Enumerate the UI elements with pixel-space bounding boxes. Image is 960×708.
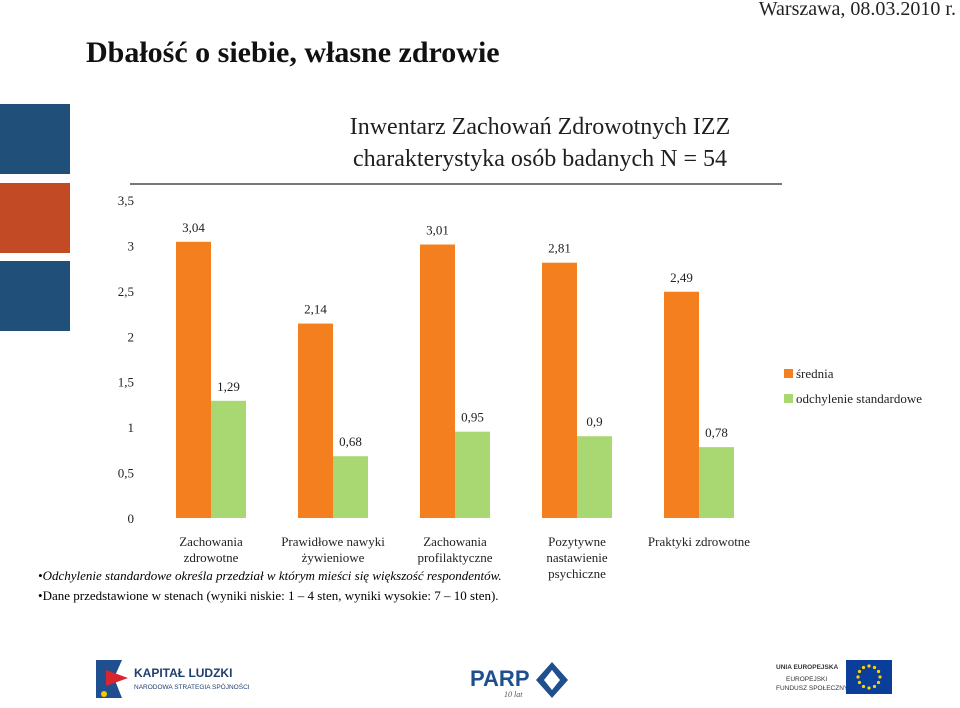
y-tick-label: 3 bbox=[128, 238, 135, 253]
note-sten: Dane przedstawione w stenach (wyniki nis… bbox=[38, 586, 502, 606]
eu-star bbox=[861, 684, 866, 689]
eu-star bbox=[876, 669, 881, 674]
eu-star bbox=[861, 665, 866, 670]
bar-mean bbox=[420, 244, 455, 518]
legend-swatch-mean bbox=[784, 369, 793, 378]
eu-star bbox=[872, 684, 877, 689]
x-tick-label: profilaktyczne bbox=[417, 550, 492, 565]
y-tick-label: 3,5 bbox=[118, 193, 134, 208]
data-label-mean: 2,14 bbox=[304, 302, 327, 317]
decor-square-blue-1 bbox=[0, 104, 70, 174]
eu-star bbox=[878, 675, 882, 679]
bar-std-dev bbox=[455, 431, 490, 518]
data-label-mean: 3,04 bbox=[182, 220, 205, 235]
date-label: Warszawa, 08.03.2010 r. bbox=[758, 0, 956, 20]
chart-subtitle: charakterystyka osób badanych N = 54 bbox=[352, 146, 728, 172]
data-label-std-dev: 0,9 bbox=[586, 414, 602, 429]
bar-std-dev bbox=[211, 400, 246, 518]
bar-mean bbox=[298, 323, 333, 518]
y-tick-label: 2 bbox=[128, 329, 135, 344]
eu-star bbox=[872, 665, 877, 670]
data-label-std-dev: 0,78 bbox=[705, 425, 728, 440]
x-tick-label: zdrowotne bbox=[184, 550, 239, 565]
note-std-dev: Odchylenie standardowe określa przedział… bbox=[38, 566, 502, 586]
eu-line-2: EUROPEJSKI bbox=[786, 676, 828, 683]
x-tick-label: Zachowania bbox=[179, 534, 243, 549]
eu-star bbox=[876, 680, 881, 685]
y-tick-label: 1,5 bbox=[118, 375, 134, 390]
bar-mean bbox=[664, 291, 699, 518]
kapital-ludzki-logo: KAPITAŁ LUDZKI NARODOWA STRATEGIA SPÓJNO… bbox=[92, 656, 252, 702]
x-tick-label: Zachowania bbox=[423, 534, 487, 549]
eu-star bbox=[857, 669, 862, 674]
notes: Odchylenie standardowe określa przedział… bbox=[38, 566, 502, 606]
bar-mean bbox=[176, 241, 211, 518]
eu-star bbox=[867, 686, 871, 690]
data-label-mean: 2,81 bbox=[548, 241, 571, 256]
data-label-std-dev: 0,68 bbox=[339, 434, 362, 449]
kl-flag-icon bbox=[96, 660, 128, 698]
bar-mean bbox=[542, 262, 577, 518]
x-tick-label: Prawidłowe nawyki bbox=[281, 534, 385, 549]
chart-title: Inwentarz Zachowań Zdrowotnych IZZ bbox=[349, 114, 731, 140]
y-tick-label: 2,5 bbox=[118, 284, 134, 299]
x-tick-label: Praktyki zdrowotne bbox=[648, 534, 750, 549]
kl-name: KAPITAŁ LUDZKI bbox=[134, 666, 233, 680]
x-tick-label: Pozytywne bbox=[548, 534, 606, 549]
data-label-std-dev: 1,29 bbox=[217, 379, 240, 394]
y-tick-label: 0 bbox=[128, 511, 135, 526]
y-tick-label: 0,5 bbox=[118, 466, 134, 481]
y-tick-label: 1 bbox=[128, 420, 135, 435]
legend-label-mean: średnia bbox=[796, 366, 834, 381]
bar-std-dev bbox=[577, 436, 612, 518]
x-tick-label: żywieniowe bbox=[302, 550, 365, 565]
page-title: Dbałość o siebie, własne zdrowie bbox=[86, 36, 500, 69]
parp-name: PARP bbox=[470, 666, 530, 691]
eu-line-3: FUNDUSZ SPOŁECZNY bbox=[776, 685, 849, 692]
eu-star bbox=[856, 675, 860, 679]
legend-swatch-std-dev bbox=[784, 394, 793, 403]
data-label-mean: 3,01 bbox=[426, 223, 449, 238]
parp-logo: PARP 10 lat bbox=[470, 660, 580, 704]
footer-logos: KAPITAŁ LUDZKI NARODOWA STRATEGIA SPÓJNO… bbox=[0, 650, 960, 708]
parp-diamond-icon bbox=[536, 662, 568, 698]
x-tick-label: nastawienie bbox=[546, 550, 608, 565]
decor-square-orange bbox=[0, 183, 70, 253]
eu-line-1: UNIA EUROPEJSKA bbox=[776, 664, 839, 671]
eu-flag-icon bbox=[846, 660, 892, 694]
decor-square-blue-2 bbox=[0, 261, 70, 331]
eu-logo: UNIA EUROPEJSKA EUROPEJSKI FUNDUSZ SPOŁE… bbox=[776, 660, 896, 704]
legend-label-std-dev: odchylenie standardowe bbox=[796, 391, 922, 406]
parp-sub: 10 lat bbox=[504, 690, 523, 699]
title-divider bbox=[130, 183, 782, 185]
bar-std-dev bbox=[699, 447, 734, 518]
eu-star bbox=[857, 680, 862, 685]
x-tick-label: psychiczne bbox=[548, 566, 606, 581]
data-label-std-dev: 0,95 bbox=[461, 410, 484, 425]
data-label-mean: 2,49 bbox=[670, 270, 693, 285]
bar-std-dev bbox=[333, 456, 368, 518]
eu-star bbox=[867, 664, 871, 668]
kl-sub: NARODOWA STRATEGIA SPÓJNOŚCI bbox=[134, 684, 250, 691]
